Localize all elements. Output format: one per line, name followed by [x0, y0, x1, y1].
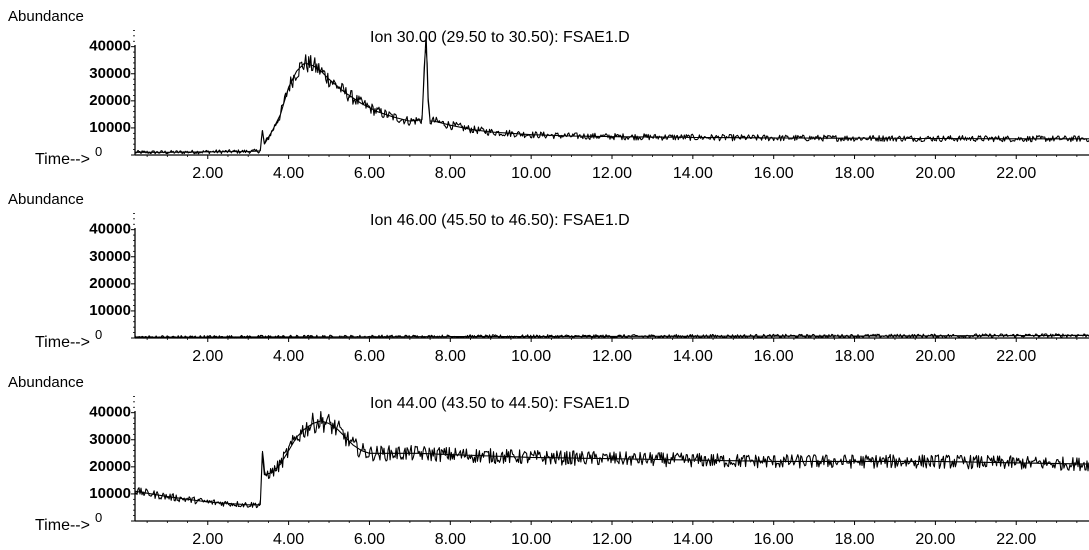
x-tick-label: 16.00 — [754, 531, 794, 548]
x-tick-label: 6.00 — [354, 348, 385, 365]
x-axis-label: Time--> — [35, 517, 90, 534]
series-line — [134, 333, 1089, 339]
x-tick-label: 4.00 — [273, 348, 304, 365]
x-tick-label: 20.00 — [915, 531, 955, 548]
x-tick-label: 2.00 — [192, 531, 223, 548]
y-axis-label: Abundance — [8, 374, 84, 391]
y-tick-label: 10000 — [89, 119, 131, 136]
x-tick-label: 18.00 — [835, 165, 875, 182]
x-tick-label: 20.00 — [915, 165, 955, 182]
x-tick-label: 12.00 — [592, 531, 632, 548]
chart-title: Ion 44.00 (43.50 to 44.50): FSAE1.D — [370, 395, 630, 412]
x-tick-label: 10.00 — [511, 348, 551, 365]
x-tick-label: 16.00 — [754, 348, 794, 365]
x-tick-label: 22.00 — [996, 348, 1036, 365]
y-tick-label: 0 — [95, 510, 102, 525]
y-tick-label: 20000 — [89, 458, 131, 475]
y-tick-label: 10000 — [89, 302, 131, 319]
series-line — [134, 33, 1089, 155]
y-tick-label: 10000 — [89, 485, 131, 502]
y-axis-label: Abundance — [8, 191, 84, 208]
y-tick-label: 30000 — [89, 431, 131, 448]
x-tick-label: 6.00 — [354, 531, 385, 548]
y-tick-label: 40000 — [89, 404, 131, 421]
chart-panel: Abundance Ion 46.00 (45.50 to 46.50): FSA… — [8, 191, 1089, 365]
y-tick-label: 20000 — [89, 92, 131, 109]
y-tick-label: 40000 — [89, 38, 131, 55]
x-tick-label: 16.00 — [754, 165, 794, 182]
y-tick-label: 30000 — [89, 248, 131, 265]
y-axis-label: Abundance — [8, 8, 84, 25]
x-axis-label: Time--> — [35, 151, 90, 168]
x-tick-label: 14.00 — [673, 165, 713, 182]
x-tick-label: 22.00 — [996, 531, 1036, 548]
x-tick-label: 10.00 — [511, 531, 551, 548]
x-tick-label: 12.00 — [592, 165, 632, 182]
x-tick-label: 8.00 — [435, 348, 466, 365]
x-tick-label: 2.00 — [192, 165, 223, 182]
x-tick-label: 4.00 — [273, 165, 304, 182]
x-tick-label: 14.00 — [673, 531, 713, 548]
chart-panel: Abundance Ion 30.00 (29.50 to 30.50): FSA… — [8, 8, 1089, 182]
x-tick-label: 20.00 — [915, 348, 955, 365]
x-tick-label: 18.00 — [835, 531, 875, 548]
x-tick-label: 22.00 — [996, 165, 1036, 182]
y-tick-label: 40000 — [89, 221, 131, 238]
y-tick-label: 0 — [95, 144, 102, 159]
y-tick-label: 0 — [95, 327, 102, 342]
series-line — [134, 411, 1089, 509]
x-tick-label: 14.00 — [673, 348, 713, 365]
x-tick-label: 18.00 — [835, 348, 875, 365]
x-tick-label: 6.00 — [354, 165, 385, 182]
x-tick-label: 10.00 — [511, 165, 551, 182]
y-tick-label: 20000 — [89, 275, 131, 292]
x-tick-label: 2.00 — [192, 348, 223, 365]
x-tick-label: 4.00 — [273, 531, 304, 548]
chart-title: Ion 30.00 (29.50 to 30.50): FSAE1.D — [370, 29, 630, 46]
y-tick-label: 30000 — [89, 65, 131, 82]
x-axis-label: Time--> — [35, 334, 90, 351]
chart-panel: Abundance Ion 44.00 (43.50 to 44.50): FSA… — [8, 374, 1089, 548]
chart-title: Ion 46.00 (45.50 to 46.50): FSAE1.D — [370, 212, 630, 229]
x-tick-label: 8.00 — [435, 165, 466, 182]
x-tick-label: 12.00 — [592, 348, 632, 365]
x-tick-label: 8.00 — [435, 531, 466, 548]
